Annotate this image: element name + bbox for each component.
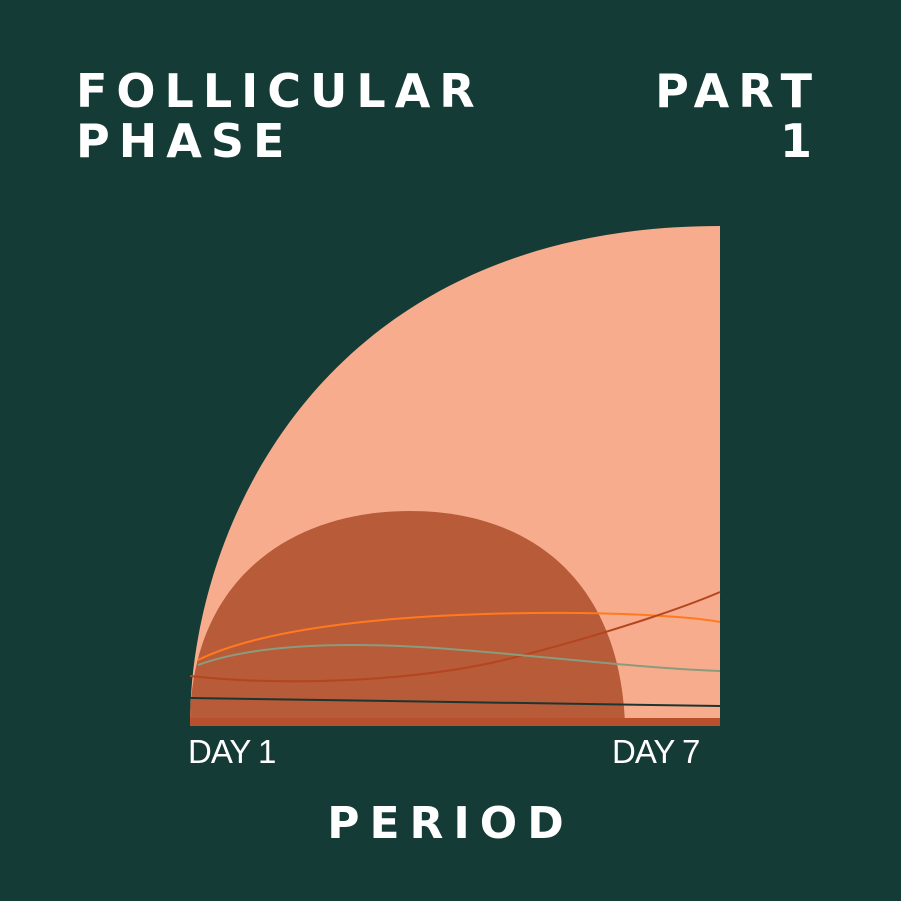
title-right-line-1: PART [655,64,821,118]
green-hormone-curve [197,644,721,672]
title-left: FOLLICULAR PHASE [76,66,484,166]
dark-hormone-line [189,697,721,707]
rust-hormone-curve [189,591,721,683]
orange-hormone-curve [197,611,721,661]
day-end-label: DAY 7 [612,733,700,770]
day-start-label: DAY 1 [188,733,276,770]
title-right: PART 1 [655,66,821,166]
period-label: PERIOD [327,798,574,849]
title-left-line-2: PHASE [76,114,294,168]
title-right-line-2: 1 [779,114,821,168]
base-bar [190,718,720,726]
title-left-line-1: FOLLICULAR [76,64,484,118]
